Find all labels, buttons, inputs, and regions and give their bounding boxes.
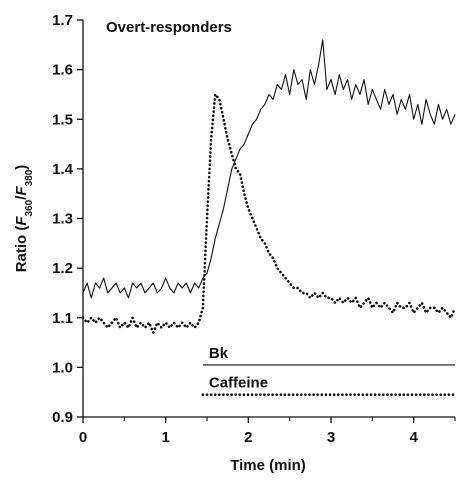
x-tick-label: 3	[327, 429, 335, 446]
y-tick-label: 1.0	[52, 359, 73, 376]
x-tick-label: 1	[161, 429, 169, 446]
stimulus-label: Bk	[209, 345, 229, 362]
y-tick-label: 1.3	[52, 211, 73, 228]
y-tick-label: 1.1	[52, 310, 73, 327]
data-line	[82, 39, 456, 299]
x-tick-label: 4	[409, 429, 418, 446]
y-axis-label-part: 380	[24, 169, 35, 186]
data-line	[81, 93, 456, 334]
y-axis-label-part: )	[13, 165, 30, 170]
x-tick-label: 0	[79, 429, 87, 446]
y-axis-label-part: /	[13, 195, 30, 200]
y-tick-label: 1.5	[52, 111, 73, 128]
y-tick-label: 1.4	[52, 161, 74, 178]
y-tick-label: 1.6	[52, 62, 73, 79]
y-axis-label-part: F	[13, 216, 30, 226]
y-tick-label: 1.2	[52, 260, 73, 277]
y-axis-label-part: F	[13, 186, 30, 196]
y-axis-label-part: Ratio (	[13, 226, 30, 273]
x-tick-label: 2	[244, 429, 252, 446]
x-axis-label: Time (min)	[230, 457, 306, 474]
y-tick-label: 1.7	[52, 12, 73, 29]
stimulus-label: Caffeine	[209, 375, 268, 392]
chart-title: Overt-responders	[106, 19, 232, 36]
y-axis-label: Ratio (F360/F380)	[13, 165, 35, 273]
y-tick-label: 0.9	[52, 409, 73, 426]
y-axis-label-part: 360	[24, 199, 35, 216]
